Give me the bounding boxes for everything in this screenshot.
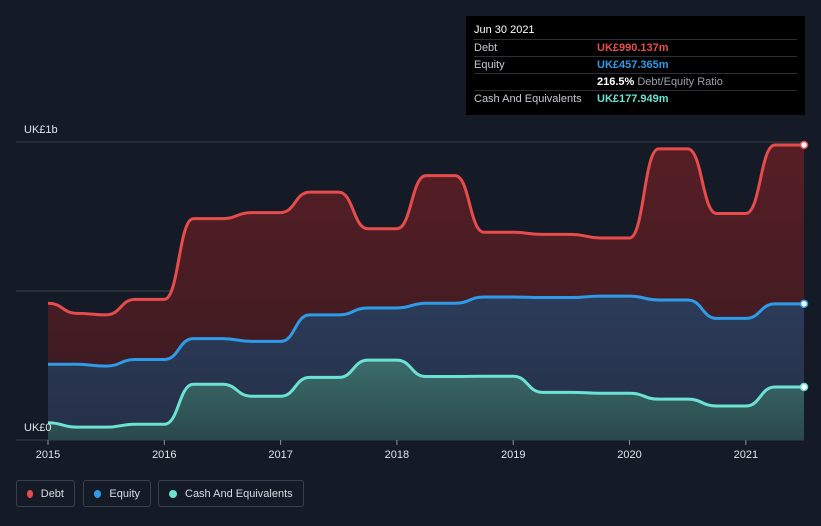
legend-dot-equity <box>94 489 102 498</box>
endpoint-debt <box>799 140 809 150</box>
x-tick-label: 2019 <box>501 449 525 461</box>
tooltip-value-equity: UK£457.365m <box>597 59 669 71</box>
y-tick-label: UK£1b <box>24 124 58 136</box>
endpoint-equity <box>799 299 809 309</box>
legend-label-cash: Cash And Equivalents <box>185 487 293 500</box>
line-cash-and-equivalents <box>47 358 804 429</box>
tooltip-row-equity: Equity UK£457.365m <box>474 56 797 73</box>
tooltip-label-cash: Cash And Equivalents <box>474 93 582 105</box>
y-axis: UK£1b UK£0 <box>24 124 58 434</box>
legend-item-cash[interactable]: Cash And Equivalents <box>158 480 304 507</box>
hover-tooltip: Jun 30 2021 Debt UK£990.137m Equity UK£4… <box>466 16 805 115</box>
tooltip-label-ratio <box>474 74 597 90</box>
tooltip-value-ratio: 216.5% <box>597 76 635 88</box>
tooltip-label-equity: Equity <box>474 59 505 71</box>
tooltip-date: Jun 30 2021 <box>474 24 535 36</box>
x-tick-label: 2020 <box>617 449 641 461</box>
tooltip-row-cash: Cash And Equivalents UK£177.949m <box>474 90 797 107</box>
legend-item-debt[interactable]: Debt <box>16 480 75 507</box>
legend-label-debt: Debt <box>40 487 64 500</box>
series-lines <box>47 143 804 429</box>
tooltip-row-ratio: 216.5% Debt/Equity Ratio <box>474 73 797 90</box>
tooltip-ratio-suffix: Debt/Equity Ratio <box>637 76 723 88</box>
series-areas <box>48 144 804 441</box>
tooltip-row-debt: Debt UK£990.137m <box>474 39 797 56</box>
x-axis: 2015 2016 2017 2018 2019 2020 2021 <box>36 440 758 461</box>
x-tick-label: 2015 <box>36 449 60 461</box>
area-cash-and-equivalents <box>48 360 804 440</box>
x-tick-label: 2021 <box>734 449 758 461</box>
x-tick-label: 2017 <box>268 449 292 461</box>
line-debt <box>47 143 804 317</box>
y-tick-label: UK£0 <box>24 422 52 434</box>
endpoint-cash-and-equivalents <box>799 382 809 392</box>
x-tick-label: 2016 <box>152 449 176 461</box>
legend-dot-cash <box>169 489 177 498</box>
series-endpoints <box>799 140 809 392</box>
x-tick-label: 2018 <box>385 449 409 461</box>
tooltip-label-debt: Debt <box>474 42 498 54</box>
tooltip-value-cash: UK£177.949m <box>597 93 669 105</box>
tooltip-value-debt: UK£990.137m <box>597 42 669 54</box>
legend-dot-debt <box>27 489 33 498</box>
legend-label-equity: Equity <box>109 487 140 500</box>
line-equity <box>48 294 804 368</box>
legend-item-equity[interactable]: Equity <box>83 480 151 507</box>
